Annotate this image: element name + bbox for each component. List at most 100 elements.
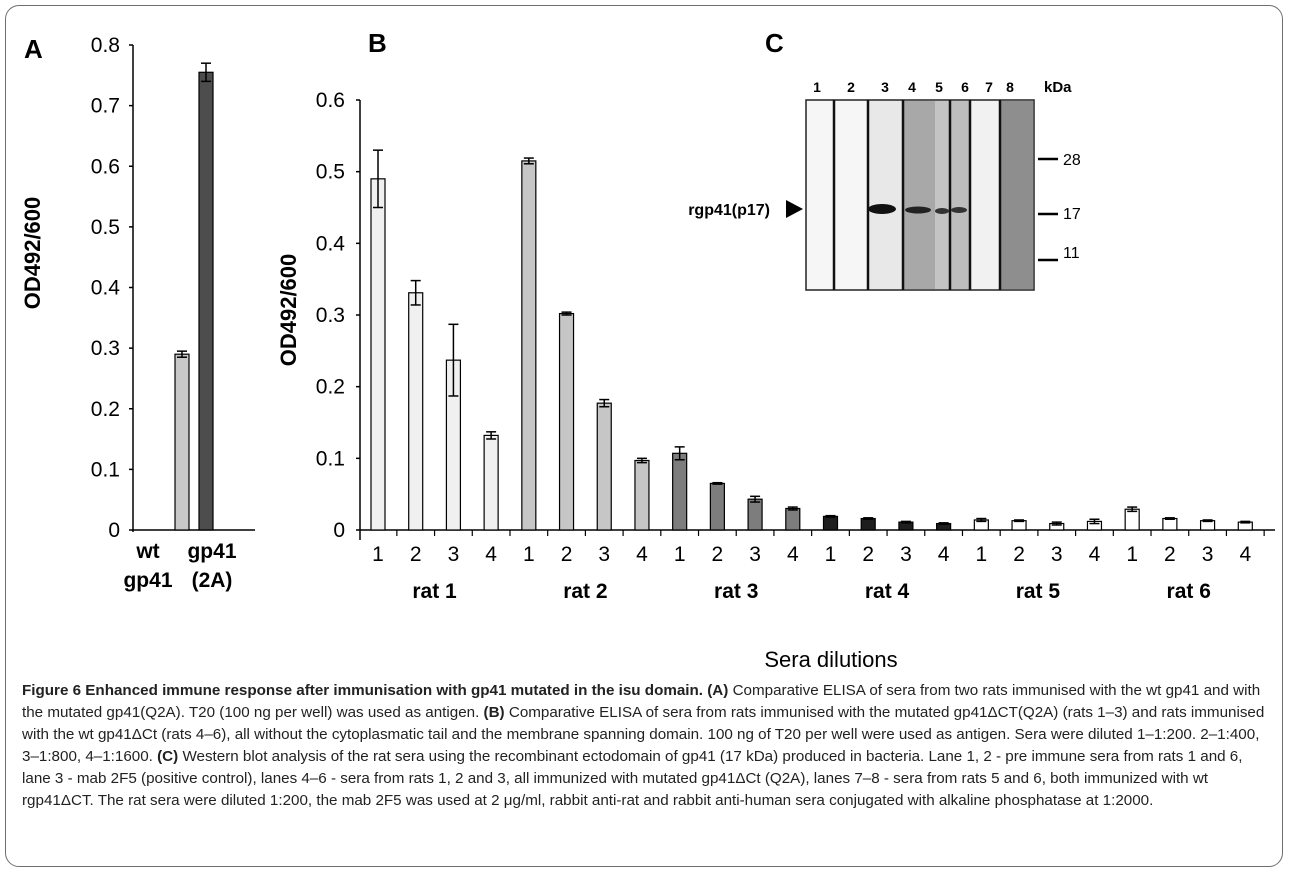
- y-tick-label: 0.2: [316, 376, 345, 399]
- y-tick-label: 0: [108, 519, 120, 542]
- bar: [785, 507, 801, 531]
- panel-b-xlabel: Sera dilutions: [764, 647, 897, 672]
- blot-band-lane-6: [951, 207, 967, 213]
- x-tick-label: 2: [561, 543, 573, 566]
- blot-marker-label: 28: [1063, 152, 1081, 169]
- y-tick-label: 0.7: [91, 95, 120, 118]
- y-tick-label: 0.6: [91, 155, 120, 178]
- caption-a-tag: (A): [707, 682, 729, 699]
- x-tick-label: 2: [862, 543, 874, 566]
- blot-lane-label: 3: [881, 79, 889, 95]
- caption-c-text: Western blot analysis of the rat sera us…: [22, 748, 1243, 809]
- blot-lane-label: 5: [935, 79, 943, 95]
- y-tick-label: 0.3: [316, 304, 345, 327]
- y-tick-label: 0: [333, 519, 345, 542]
- x-tick-label: 1: [1126, 543, 1138, 566]
- y-tick-label: 0.1: [316, 447, 345, 470]
- bar: [521, 160, 537, 531]
- caption-b-tag: (B): [483, 704, 505, 721]
- blot-lane-label: 4: [908, 79, 916, 95]
- group-label: rat 6: [1167, 580, 1211, 603]
- figure-caption: Figure 6 Enhanced immune response after …: [22, 680, 1272, 812]
- bar: [370, 178, 386, 531]
- chart-b: 0 0.1 0.2 0.3 0.4 0.5 0.6 1 2 3 4 1 2 3 4 1 2 3 4 1 2 3 4 1 2 3 4 1…: [316, 89, 1275, 603]
- western-blot: 1 2 3 4 5 6 7 8 kDa 28 17 11 rgp41(p17): [688, 79, 1081, 291]
- y-tick-label: 0.3: [91, 337, 120, 360]
- panel-a-ylabel: OD492/600: [20, 197, 45, 310]
- blot-band-lane-4: [905, 206, 931, 214]
- y-tick-label: 0.2: [91, 398, 120, 421]
- caption-title: Figure 6 Enhanced immune response after …: [22, 682, 704, 699]
- y-tick-label: 0.1: [91, 458, 120, 481]
- blot-lane-8-bg: [1000, 101, 1033, 289]
- blot-lane-label: 1: [813, 79, 821, 95]
- panel-c-letter: C: [765, 28, 784, 58]
- x-tick-label: 3: [448, 543, 460, 566]
- caption-a-text: Comparative ELISA of sera from two rats …: [22, 682, 1261, 721]
- bar: [1162, 517, 1178, 531]
- y-tick-label: 0.6: [316, 89, 345, 112]
- x-tick-label: 1: [975, 543, 987, 566]
- x-tick-label: 4: [636, 543, 648, 566]
- y-tick-label: 0.8: [91, 34, 120, 57]
- blot-marker-label: 11: [1063, 245, 1080, 262]
- y-tick-label: 0.5: [91, 216, 120, 239]
- x-tick-label: gp41: [123, 569, 172, 592]
- bar: [860, 517, 876, 531]
- bar: [408, 292, 424, 531]
- x-tick-label: 3: [1051, 543, 1063, 566]
- blot-lane-3-bg: [868, 101, 903, 289]
- figure-frame: [5, 5, 1283, 867]
- blot-lane-6-bg: [950, 101, 970, 289]
- bar: [634, 459, 650, 531]
- caption-c-tag: (C): [157, 748, 179, 765]
- figure-panels: A B C OD492/600 OD492/600 Sera dilutions…: [20, 28, 1275, 672]
- y-tick-label: 0.4: [316, 232, 346, 255]
- panel-a-letter: A: [24, 34, 43, 64]
- blot-lane-label: 6: [961, 79, 969, 95]
- blot-marker-label: 17: [1063, 206, 1081, 223]
- group-label: rat 1: [412, 580, 457, 603]
- blot-lane-label: 8: [1006, 79, 1014, 95]
- y-tick-label: 0.5: [316, 161, 345, 184]
- bar: [596, 402, 612, 531]
- panel-b-ylabel: OD492/600: [276, 254, 301, 367]
- chart-a: 0 0.1 0.2 0.3 0.4 0.5 0.6 0.7 0.8 wt gp41 gp41 (2A): [91, 34, 255, 592]
- x-tick-label: 1: [674, 543, 686, 566]
- x-tick-label: 2: [712, 543, 724, 566]
- blot-band-arrow-icon: [786, 200, 803, 218]
- bar: [747, 498, 763, 531]
- x-tick-label: 2: [410, 543, 422, 566]
- x-tick-label: 2: [1164, 543, 1176, 566]
- caption-b-text: Comparative ELISA of sera from rats immu…: [22, 704, 1265, 765]
- x-tick-label: 4: [1239, 543, 1251, 566]
- group-label: rat 2: [563, 580, 607, 603]
- bar: [174, 353, 190, 531]
- bar: [672, 452, 688, 531]
- x-tick-label: 3: [900, 543, 912, 566]
- blot-band-label: rgp41(p17): [688, 202, 770, 219]
- x-tick-label: 2: [1013, 543, 1025, 566]
- x-tick-label: 4: [938, 543, 950, 566]
- blot-band-lane-5: [935, 208, 949, 214]
- group-label: rat 4: [865, 580, 910, 603]
- blot-lane-7-bg: [970, 101, 1000, 289]
- x-tick-label: 1: [372, 543, 384, 566]
- blot-band-lane-3: [868, 204, 896, 214]
- blot-kda-label: kDa: [1044, 79, 1072, 96]
- bar: [709, 482, 725, 531]
- x-tick-label: 3: [598, 543, 610, 566]
- bar: [558, 312, 575, 531]
- panel-b-letter: B: [368, 28, 387, 58]
- group-label: rat 3: [714, 580, 758, 603]
- blot-lane-4-bg: [903, 101, 935, 289]
- bar: [1124, 508, 1140, 531]
- x-tick-label: 1: [825, 543, 837, 566]
- group-label: rat 5: [1016, 580, 1061, 603]
- x-tick-label: 4: [485, 543, 497, 566]
- bar: [483, 434, 499, 531]
- x-tick-label: (2A): [192, 569, 233, 592]
- x-tick-label: wt: [135, 540, 159, 563]
- blot-lane-label: 2: [847, 79, 855, 95]
- x-tick-label: 4: [1089, 543, 1101, 566]
